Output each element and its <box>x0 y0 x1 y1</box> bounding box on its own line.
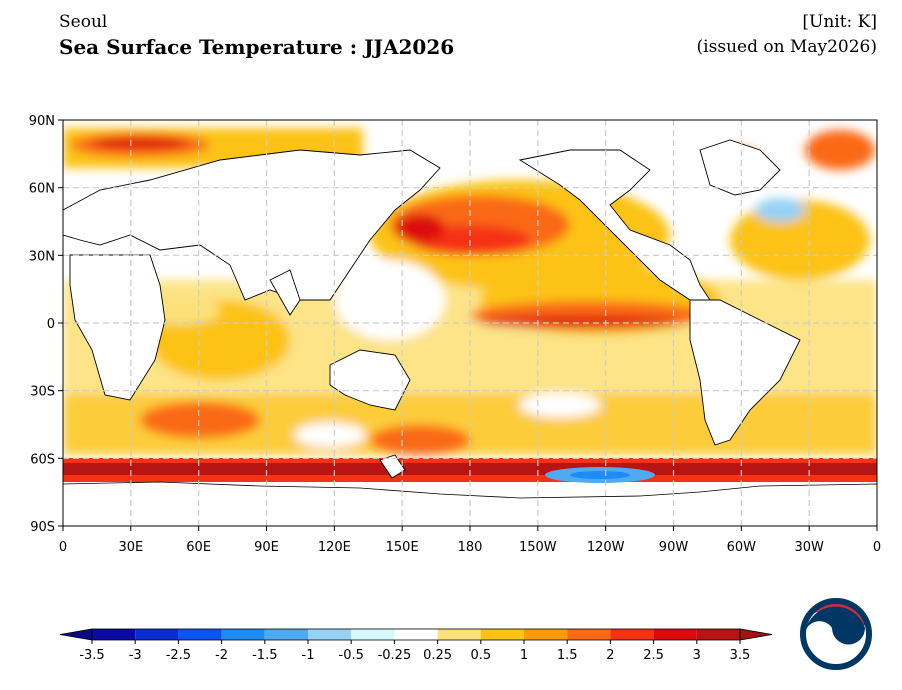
lat-tick-label: 60S <box>30 452 55 467</box>
colorbar-label: 0.5 <box>470 648 491 663</box>
colorbar-label: 3.5 <box>730 648 751 663</box>
latitude-labels: 90N 60N 30N 0 30S 60S 90S <box>29 114 63 535</box>
colorbar-segment <box>653 629 697 640</box>
issued-label: (issued on May2026) <box>696 37 877 57</box>
lon-tick-label: 60E <box>186 540 211 555</box>
unit-label: [Unit: K] <box>802 12 877 32</box>
colorbar-label: -2 <box>215 648 228 663</box>
colorbar-label: -2.5 <box>166 648 191 663</box>
colorbar-label: 2 <box>606 648 614 663</box>
colorbar-label: -1.5 <box>252 648 277 663</box>
colorbar: -3.5 -3 -2.5 -2 -1.5 -1 -0.5 -0.25 0.25 0.5 1 1.5 2 2… <box>59 628 773 663</box>
colorbar-label: -0.5 <box>339 648 364 663</box>
lon-tick-label: 90E <box>254 540 279 555</box>
longitude-labels: 0 30E 60E 90E 120E 150E 180 150W 120W 90W 60W 30W 0 <box>59 526 881 555</box>
colorbar-segment <box>178 629 222 640</box>
colorbar-segment <box>437 629 481 640</box>
colorbar-under-arrow <box>59 628 93 641</box>
lon-tick-label: 30W <box>794 540 824 555</box>
lat-tick-label: 90S <box>30 520 55 535</box>
colorbar-frame <box>91 628 741 641</box>
korea-government-emblem <box>800 598 872 670</box>
lat-tick-label: 0 <box>47 317 55 332</box>
colorbar-label: 2.5 <box>643 648 664 663</box>
colorbar-segment <box>480 629 524 640</box>
colorbar-over-arrow <box>739 628 773 641</box>
colorbar-segment <box>696 629 740 640</box>
graticule <box>63 120 877 526</box>
location-label: Seoul <box>59 12 108 32</box>
lon-tick-label: 0 <box>873 540 881 555</box>
colorbar-segment <box>567 629 611 640</box>
colorbar-segment <box>524 629 568 640</box>
lon-tick-label: 120E <box>318 540 351 555</box>
colorbar-segment <box>308 629 352 640</box>
colorbar-label: -1 <box>302 648 315 663</box>
colorbar-segment <box>221 629 265 640</box>
lon-tick-label: 0 <box>59 540 67 555</box>
colorbar-segment <box>610 629 654 640</box>
map-title: Sea Surface Temperature : JJA2026 <box>59 35 455 59</box>
lat-tick-label: 30S <box>30 385 55 400</box>
lat-tick-label: 90N <box>29 114 55 129</box>
colorbar-segment <box>92 629 136 640</box>
lat-tick-label: 60N <box>29 182 55 197</box>
colorbar-segment <box>135 629 179 640</box>
lon-tick-label: 90W <box>659 540 689 555</box>
lon-tick-label: 120W <box>587 540 625 555</box>
colorbar-label: -3.5 <box>79 648 104 663</box>
lon-tick-label: 60W <box>727 540 757 555</box>
lon-tick-label: 30E <box>118 540 143 555</box>
lon-tick-label: 150W <box>519 540 557 555</box>
colorbar-label: 1 <box>520 648 528 663</box>
colorbar-segment <box>394 629 438 640</box>
lon-tick-label: 150E <box>386 540 419 555</box>
lat-tick-label: 30N <box>29 249 55 264</box>
colorbar-label: 0.25 <box>423 648 452 663</box>
colorbar-label: 3 <box>693 648 701 663</box>
colorbar-label: 1.5 <box>557 648 578 663</box>
colorbar-segment <box>264 629 308 640</box>
colorbar-label: -3 <box>129 648 142 663</box>
lon-tick-label: 180 <box>458 540 483 555</box>
colorbar-segment <box>351 629 395 640</box>
colorbar-label: -0.25 <box>378 648 412 663</box>
